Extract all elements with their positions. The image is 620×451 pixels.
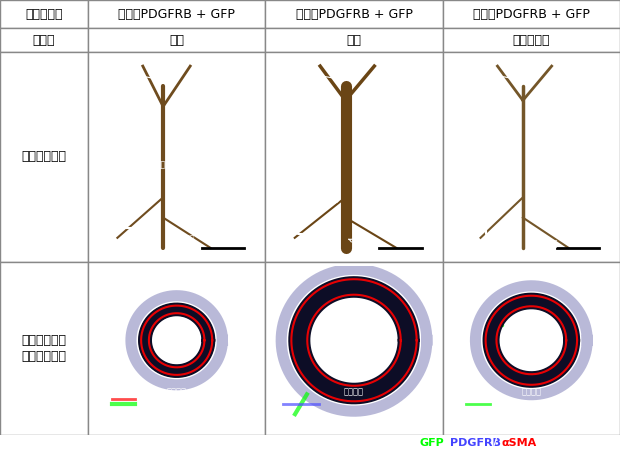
Point — [492, 334, 502, 341]
Bar — [265, 28, 443, 52]
Point — [567, 352, 577, 359]
Point — [491, 334, 501, 341]
Bar — [265, 0, 443, 28]
Text: 前下小脳動脈: 前下小脳動脈 — [273, 65, 342, 80]
Point — [199, 319, 209, 327]
Point — [165, 371, 175, 378]
Point — [161, 306, 171, 313]
Bar — [0, 52, 88, 262]
Point — [492, 329, 502, 336]
Point — [136, 345, 146, 353]
Bar — [265, 262, 443, 435]
Text: 脳底動脈画像: 脳底動脈画像 — [22, 151, 66, 164]
Text: なし: なし — [347, 33, 361, 46]
Bar — [0, 435, 620, 451]
Bar — [0, 0, 88, 28]
Point — [497, 321, 507, 328]
Text: 脳底動脈切片
免疫染色画像: 脳底動脈切片 免疫染色画像 — [22, 335, 66, 363]
Bar — [88, 262, 265, 435]
Text: 変異型PDGFRB + GFP: 変異型PDGFRB + GFP — [473, 8, 590, 20]
Text: スニチニブ: スニチニブ — [513, 33, 550, 46]
Text: 脳底動脈: 脳底動脈 — [188, 162, 207, 171]
Point — [182, 312, 192, 319]
Text: 脳底動脈: 脳底動脈 — [354, 162, 373, 171]
Point — [556, 313, 565, 321]
Text: /: / — [493, 438, 497, 448]
Bar — [265, 52, 443, 262]
Text: 前下小脳動脈: 前下小脳動脈 — [450, 65, 519, 80]
Text: PDGFRB: PDGFRB — [450, 438, 501, 448]
Text: 椎骨動脈: 椎骨動脈 — [348, 239, 373, 250]
Text: 脳底動脈: 脳底動脈 — [531, 162, 550, 171]
Point — [190, 313, 200, 320]
Bar — [88, 0, 265, 28]
Point — [158, 367, 168, 374]
Bar — [0, 262, 88, 435]
Point — [553, 372, 563, 379]
Text: 脳底動脈: 脳底動脈 — [156, 160, 175, 169]
Text: 変異型PDGFRB + GFP: 変異型PDGFRB + GFP — [296, 8, 412, 20]
Text: 椎骨動脈: 椎骨動脈 — [527, 238, 558, 248]
Point — [572, 331, 582, 338]
Point — [156, 314, 166, 321]
Text: 脳底動脈: 脳底動脈 — [167, 388, 187, 397]
Bar — [443, 0, 620, 28]
Text: 阻害剤: 阻害剤 — [33, 33, 55, 46]
Text: 前下小脳動脈: 前下小脳動脈 — [95, 65, 159, 80]
Bar — [443, 28, 620, 52]
Bar — [88, 28, 265, 52]
Bar — [443, 52, 620, 262]
Point — [146, 322, 156, 330]
Text: 野生型PDGFRB + GFP: 野生型PDGFRB + GFP — [118, 8, 235, 20]
Text: 脳底動脈: 脳底動脈 — [344, 388, 364, 397]
Bar — [88, 52, 265, 262]
Text: αSMA: αSMA — [501, 438, 536, 448]
Bar — [443, 262, 620, 435]
Point — [144, 316, 154, 323]
Text: GFP: GFP — [420, 438, 445, 448]
Text: 椎骨動脈: 椎骨動脈 — [167, 234, 195, 244]
Point — [564, 334, 574, 341]
Bar — [0, 28, 88, 52]
Point — [546, 296, 556, 304]
Point — [520, 377, 529, 384]
Text: なし: なし — [169, 33, 184, 46]
Point — [147, 323, 157, 330]
Text: 脳底動脈: 脳底動脈 — [521, 388, 541, 397]
Text: /: / — [442, 438, 446, 448]
Text: 導入遺伝子: 導入遺伝子 — [25, 8, 63, 20]
Point — [198, 336, 208, 344]
Point — [521, 373, 531, 381]
